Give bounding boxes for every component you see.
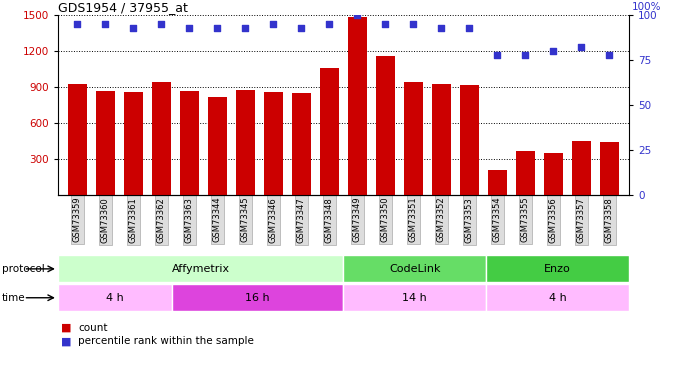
Text: 100%: 100%	[632, 2, 661, 12]
Point	[212, 25, 223, 31]
Bar	[486, 255, 629, 282]
Text: count: count	[78, 323, 107, 333]
Bar	[58, 284, 172, 311]
Bar	[544, 153, 562, 195]
Point	[324, 21, 335, 27]
Text: ■: ■	[61, 323, 71, 333]
Point	[72, 21, 83, 27]
Bar	[320, 68, 339, 195]
Point	[436, 25, 447, 31]
Bar	[516, 151, 534, 195]
Bar	[152, 82, 171, 195]
Point	[576, 45, 587, 51]
Bar	[600, 142, 619, 195]
Bar	[237, 90, 254, 195]
Text: percentile rank within the sample: percentile rank within the sample	[78, 336, 254, 346]
Point	[408, 21, 419, 27]
Text: protocol: protocol	[2, 264, 45, 274]
Text: ■: ■	[61, 336, 71, 346]
Bar	[180, 91, 199, 195]
Point	[100, 21, 111, 27]
Bar	[68, 84, 86, 195]
Bar	[124, 92, 143, 195]
Point	[296, 25, 307, 31]
Point	[184, 25, 195, 31]
Bar	[460, 85, 479, 195]
Bar	[486, 284, 629, 311]
Bar	[58, 255, 343, 282]
Text: GDS1954 / 37955_at: GDS1954 / 37955_at	[58, 1, 188, 14]
Text: CodeLink: CodeLink	[389, 264, 441, 274]
Bar	[432, 84, 451, 195]
Bar	[405, 82, 422, 195]
Bar	[208, 97, 226, 195]
Point	[520, 52, 531, 58]
Point	[464, 25, 475, 31]
Point	[380, 21, 391, 27]
Bar	[488, 170, 507, 195]
Bar	[97, 91, 114, 195]
Bar	[292, 93, 311, 195]
Point	[604, 52, 615, 58]
Text: Enzo: Enzo	[544, 264, 571, 274]
Point	[492, 52, 503, 58]
Text: time: time	[2, 293, 26, 303]
Bar	[265, 92, 282, 195]
Point	[128, 25, 139, 31]
Text: Affymetrix: Affymetrix	[171, 264, 230, 274]
Point	[268, 21, 279, 27]
Text: 4 h: 4 h	[549, 293, 566, 303]
Point	[548, 48, 559, 54]
Bar	[343, 255, 486, 282]
Point	[352, 12, 363, 18]
Point	[240, 25, 251, 31]
Bar	[573, 141, 590, 195]
Bar	[172, 284, 343, 311]
Point	[156, 21, 167, 27]
Text: 14 h: 14 h	[403, 293, 427, 303]
Bar	[343, 284, 486, 311]
Text: 4 h: 4 h	[106, 293, 124, 303]
Text: 16 h: 16 h	[245, 293, 270, 303]
Bar	[348, 17, 367, 195]
Bar	[376, 56, 394, 195]
